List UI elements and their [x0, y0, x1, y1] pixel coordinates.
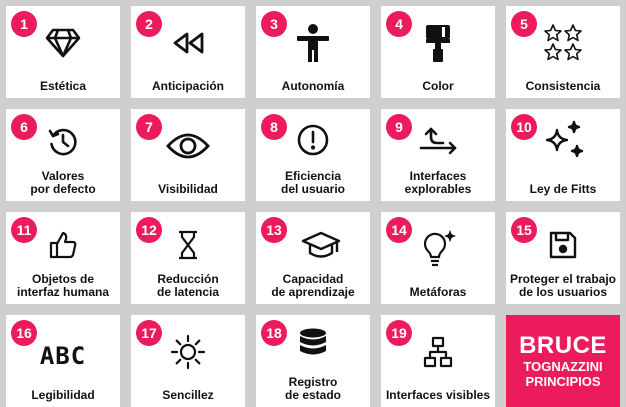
- number-badge: 11: [11, 217, 37, 243]
- number-badge: 1: [11, 11, 37, 37]
- principle-card-3: 3 Autonomía: [256, 6, 370, 98]
- principle-label: Consistencia: [525, 79, 601, 93]
- principle-label: Objetos de interfaz humana: [16, 272, 109, 299]
- principle-card-7: 7 Visibilidad: [131, 109, 245, 201]
- abc-icon: ABC: [6, 333, 120, 379]
- principle-label: Interfaces explorables: [404, 169, 472, 196]
- brand-name: BRUCE: [519, 332, 607, 359]
- number-badge: 15: [511, 217, 537, 243]
- principle-card-18: 18 Registro de estado: [256, 315, 370, 407]
- principle-card-9: 9 Interfaces explorables: [381, 109, 495, 201]
- brand-subtitle: PRINCIPIOS: [525, 374, 601, 389]
- principle-label: Autonomía: [281, 79, 345, 93]
- diamond-icon: [6, 20, 120, 66]
- database-icon: [256, 321, 370, 367]
- principle-label: Legibilidad: [31, 388, 95, 402]
- brand-surname: TOGNAZZINI: [523, 359, 603, 374]
- principle-label: Metáforas: [409, 285, 467, 299]
- principle-label: Anticipación: [151, 79, 224, 93]
- number-badge: 6: [11, 114, 37, 140]
- number-badge: 16: [11, 320, 37, 346]
- number-badge: 9: [386, 114, 412, 140]
- number-badge: 2: [136, 11, 162, 37]
- principles-grid: 1 Estética 2 Anticipación 3: [6, 6, 620, 407]
- rewind-icon: [131, 20, 245, 66]
- principle-label: Proteger el trabajo de los usuarios: [509, 272, 617, 299]
- principle-label: Valores por defecto: [30, 169, 96, 196]
- number-badge: 5: [511, 11, 537, 37]
- principle-card-4: 4 Color: [381, 6, 495, 98]
- sitemap-icon: [381, 329, 495, 375]
- principle-card-19: 19 Interfaces visibles: [381, 315, 495, 407]
- principle-label: Color: [422, 79, 454, 93]
- number-badge: 7: [136, 114, 162, 140]
- lightbulb-icon: [381, 226, 495, 272]
- paint-roller-icon: [381, 20, 495, 66]
- number-badge: 12: [136, 217, 162, 243]
- number-badge: 8: [261, 114, 287, 140]
- graduation-cap-icon: [272, 222, 370, 268]
- principle-label: Interfaces visibles: [385, 388, 491, 402]
- branch-arrow-icon: [381, 117, 495, 163]
- principle-label: Capacidad de aprendizaje: [271, 272, 355, 299]
- sun-icon: [131, 329, 245, 375]
- principle-label: Visibilidad: [158, 182, 218, 196]
- stars-grid-icon: [506, 20, 620, 66]
- number-badge: 3: [261, 11, 287, 37]
- principle-card-17: 17 Sencillez: [131, 315, 245, 407]
- principle-card-2: 2 Anticipación: [131, 6, 245, 98]
- principle-card-13: 13 Capacidad de aprendizaje: [256, 212, 370, 304]
- principle-card-6: 6 Valores por defecto: [6, 109, 120, 201]
- principle-card-1: 1 Estética: [6, 6, 120, 98]
- number-badge: 4: [386, 11, 412, 37]
- hourglass-icon: [131, 222, 245, 268]
- principle-label: Registro de estado: [284, 375, 341, 402]
- number-badge: 18: [261, 320, 287, 346]
- number-badge: 10: [511, 114, 537, 140]
- principle-card-10: 10 Ley de Fitts: [506, 109, 620, 201]
- principle-label: Sencillez: [162, 388, 214, 402]
- sparkles-icon: [506, 117, 620, 163]
- principle-label: Estética: [39, 79, 87, 93]
- number-badge: 14: [386, 217, 412, 243]
- principle-label: Reducción de latencia: [156, 272, 220, 299]
- abc-text: ABC: [39, 342, 87, 370]
- number-badge: 19: [386, 320, 412, 346]
- principle-card-16: 16 ABC Legibilidad: [6, 315, 120, 407]
- history-icon: [6, 119, 120, 165]
- principle-card-8: 8 Eficiencia del usuario: [256, 109, 370, 201]
- number-badge: 13: [261, 217, 287, 243]
- principle-card-5: 5 Consistencia: [506, 6, 620, 98]
- principle-card-11: 11 Objetos de interfaz humana: [6, 212, 120, 304]
- principle-card-14: 14 Metáforas: [381, 212, 495, 304]
- principle-label: Ley de Fitts: [529, 182, 597, 196]
- floppy-disk-icon: [506, 222, 620, 268]
- thumbs-up-icon: [6, 222, 120, 268]
- eye-icon: [131, 123, 245, 169]
- brand-tile: BRUCE TOGNAZZINI PRINCIPIOS: [506, 315, 620, 407]
- person-icon: [256, 20, 370, 66]
- alert-circle-icon: [256, 117, 370, 163]
- number-badge: 17: [136, 320, 162, 346]
- principle-label: Eficiencia del usuario: [280, 169, 345, 196]
- principle-card-12: 12 Reducción de latencia: [131, 212, 245, 304]
- principle-card-15: 15 Proteger el trabajo de los usuarios: [506, 212, 620, 304]
